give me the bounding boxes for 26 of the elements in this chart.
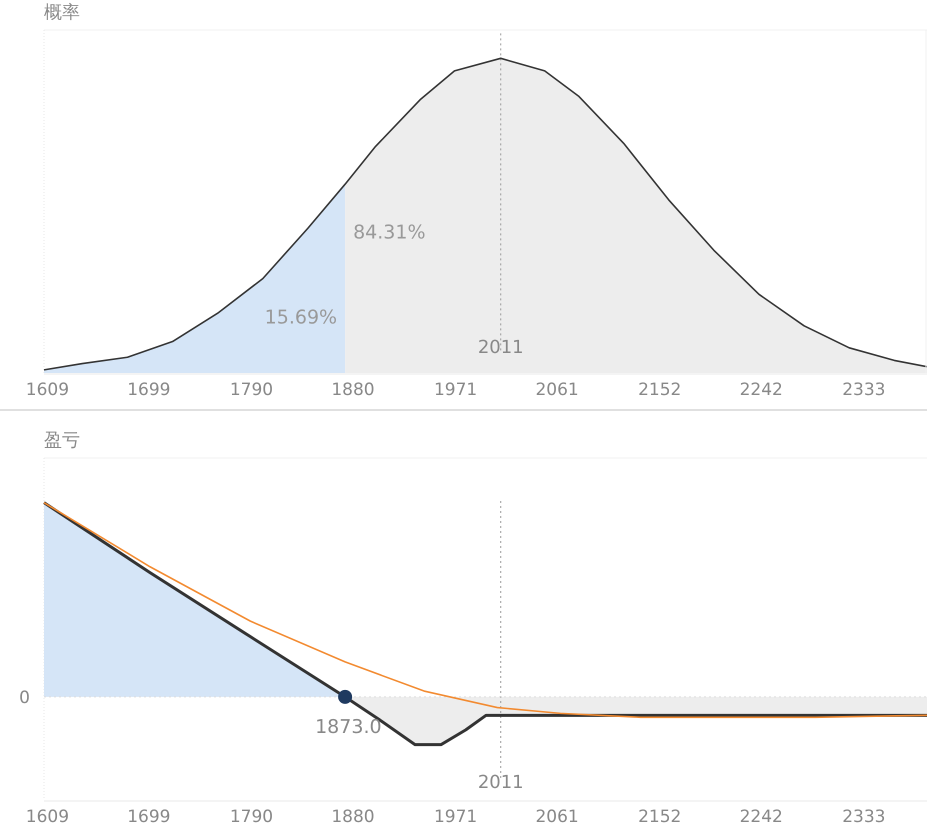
x-tick-label: 1609 xyxy=(26,380,70,400)
x-tick-label: 1880 xyxy=(331,380,375,400)
ref-line-label: 2011 xyxy=(478,337,524,358)
x-tick-label: 1790 xyxy=(230,807,274,827)
x-tick-label: 2061 xyxy=(535,380,579,400)
x-tick-label: 2061 xyxy=(535,807,579,827)
ref-line-label: 2011 xyxy=(478,772,524,793)
x-tick-label: 1790 xyxy=(230,380,274,400)
x-tick-label: 2333 xyxy=(842,380,886,400)
x-tick-label: 2333 xyxy=(842,807,886,827)
chart-title: 盈亏 xyxy=(44,430,80,451)
x-tick-label: 2242 xyxy=(740,380,783,400)
annotation: 1873.0 xyxy=(315,716,382,738)
x-tick-label: 2152 xyxy=(638,807,682,827)
x-tick-label: 1699 xyxy=(127,807,171,827)
chart-title: 概率 xyxy=(44,2,80,23)
x-tick-label: 2242 xyxy=(740,807,783,827)
x-tick-label: 1609 xyxy=(26,807,70,827)
x-tick-label: 1971 xyxy=(434,380,478,400)
x-tick-label: 2152 xyxy=(638,380,682,400)
x-tick-label: 1971 xyxy=(434,807,478,827)
x-tick-label: 1880 xyxy=(331,807,375,827)
annotation: 84.31% xyxy=(353,221,426,244)
x-tick-label: 1699 xyxy=(127,380,171,400)
ref-line-label: 0 xyxy=(19,688,30,708)
annotation: 15.69% xyxy=(264,306,338,328)
